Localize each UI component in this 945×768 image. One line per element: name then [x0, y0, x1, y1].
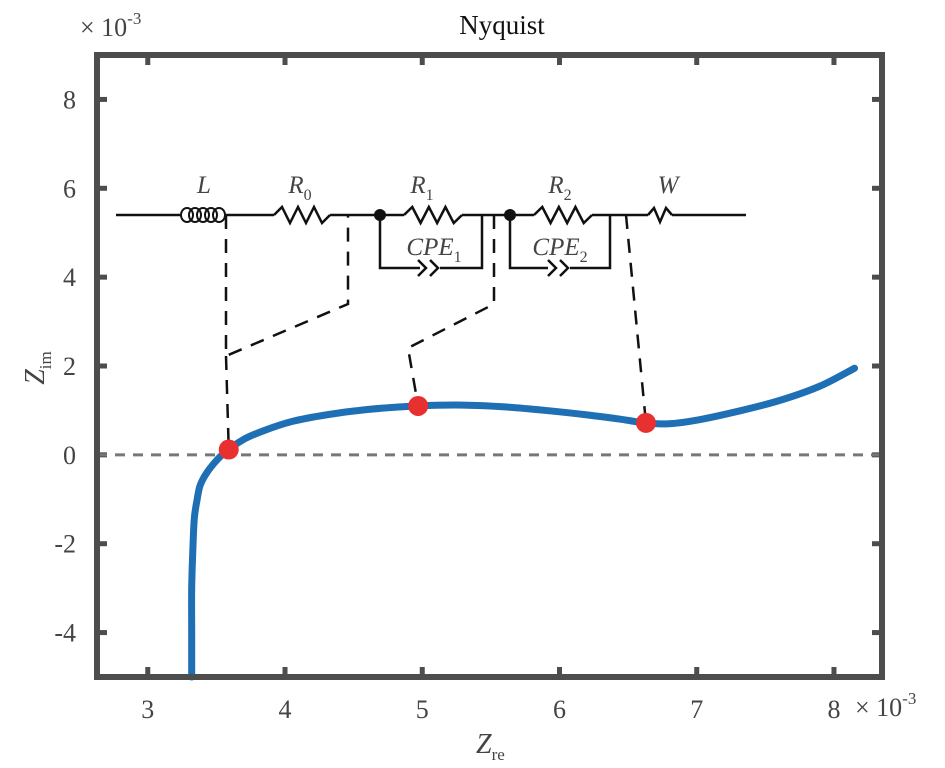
- x-tick-label: 4: [279, 695, 292, 724]
- y-tick-label: 8: [63, 85, 76, 114]
- x-tick-label: 3: [141, 695, 154, 724]
- inductor-coil: [196, 207, 210, 223]
- y-tick-label: -2: [54, 530, 76, 559]
- y-tick-label: 4: [63, 263, 76, 292]
- marker-point-2: [408, 395, 429, 416]
- connector-l-r0: [224, 215, 350, 358]
- marker-layer: [218, 395, 656, 460]
- circuit-label-cpe1: CPE1: [406, 234, 461, 266]
- resistor-r1: [403, 204, 463, 226]
- series-layer: [188, 364, 859, 681]
- nyquist-series-line: [188, 364, 859, 681]
- resistor-r2: [533, 204, 593, 226]
- wire-cpe1-right: [440, 215, 484, 270]
- cpe1-plate-b: [429, 259, 440, 277]
- circuit-diagram: L R0 R1 CPE1 R2 CPE2 W: [116, 172, 746, 450]
- cpe2-plate-b: [559, 259, 570, 277]
- ticks-layer: 3 4 5 6 7 8 -4 -2 0 2 4 6 8: [54, 55, 882, 724]
- wire-cpe2-right: [570, 215, 612, 270]
- inductor-coil: [188, 207, 202, 223]
- x-multiplier-exponent: -3: [902, 689, 916, 708]
- x-tick-label: 6: [553, 695, 566, 724]
- y-tick-label: -4: [54, 619, 76, 648]
- marker-point-1: [218, 439, 239, 460]
- circuit-label-l: L: [196, 172, 211, 199]
- circuit-label-cpe2: CPE2: [532, 234, 587, 266]
- x-tick-label: 5: [416, 695, 429, 724]
- y-tick-label: 6: [63, 174, 76, 203]
- x-multiplier-base: × 10: [855, 693, 902, 722]
- inductor-coil: [180, 207, 194, 223]
- wire-cpe1-left: [378, 215, 406, 270]
- y-tick-label: 0: [63, 441, 76, 470]
- marker-point-3: [635, 412, 656, 433]
- inductor-coil: [204, 207, 218, 223]
- wire-cpe2-left: [508, 215, 548, 270]
- x-axis-label: Zre: [476, 729, 505, 764]
- y-axis-label: Zim: [20, 351, 55, 385]
- connector-to-marker-1: [224, 355, 230, 450]
- circuit-label-w: W: [658, 172, 681, 199]
- chart-title: Nyquist: [459, 10, 545, 40]
- connector-to-marker-3: [624, 214, 648, 423]
- plot-frame: [94, 52, 885, 680]
- x-axis-multiplier: × 10-3: [855, 689, 916, 722]
- warburg-element: [647, 205, 673, 226]
- y-multiplier-exponent: -3: [127, 9, 141, 28]
- resistor-r0: [273, 204, 331, 226]
- y-tick-label: 2: [63, 352, 76, 381]
- circuit-label-r2: R2: [547, 172, 571, 204]
- circuit-label-r1: R1: [409, 172, 433, 204]
- circuit-label-r0: R0: [287, 172, 311, 204]
- y-multiplier-base: × 10: [80, 13, 127, 42]
- cpe1-plate-a: [417, 259, 428, 277]
- x-tick-label: 8: [827, 695, 840, 724]
- x-tick-label: 7: [690, 695, 703, 724]
- cpe2-plate-a: [547, 259, 558, 277]
- inductor-coil: [212, 207, 226, 223]
- y-axis-multiplier: × 10-3: [80, 9, 141, 42]
- svg-text:Zim: Zim: [20, 351, 55, 385]
